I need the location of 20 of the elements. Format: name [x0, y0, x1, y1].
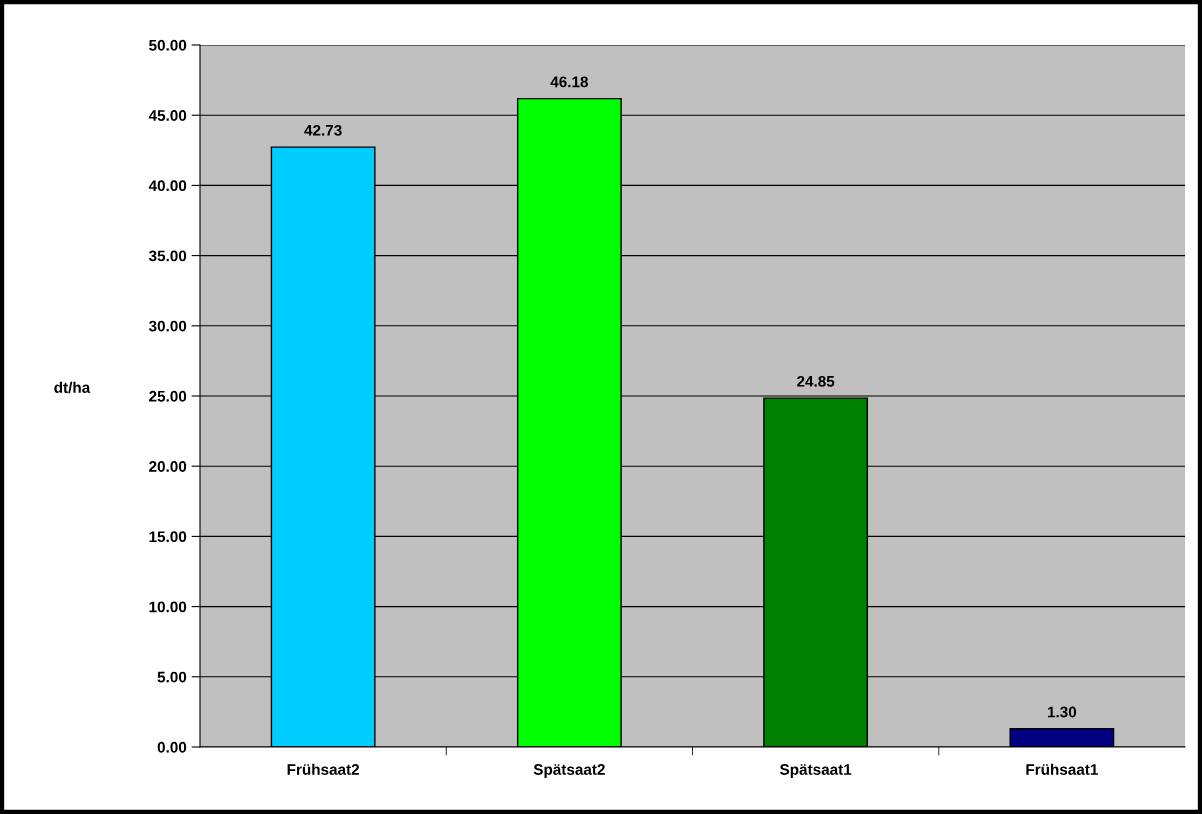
x-tick-label: Spätsaat2	[533, 764, 605, 778]
y-axis-title: dt/ha	[54, 381, 91, 394]
y-tick-label: 25.00	[149, 390, 187, 402]
x-tick-label: Frühsaat2	[287, 763, 360, 775]
data-label: 42.73	[304, 124, 342, 136]
y-tick-label: 40.00	[148, 180, 187, 192]
data-label: 1.30	[1047, 706, 1077, 718]
y-tick-label: 30.00	[148, 320, 187, 332]
y-tick-label: 10.00	[149, 601, 187, 613]
data-label: 46.18	[550, 76, 589, 88]
x-tick-label: Spätsaat1	[779, 764, 852, 778]
y-tick-label: 20.00	[149, 461, 187, 472]
y-tick-label: 0.00	[157, 741, 187, 753]
y-tick-label: 5.00	[157, 671, 187, 683]
y-tick-label: 50.00	[149, 39, 187, 51]
y-tick-label: 15.00	[149, 531, 187, 543]
y-tick-label: 45.00	[148, 110, 187, 121]
x-tick-label: Frühsaat1	[1026, 763, 1098, 775]
y-tick-label: 35.00	[148, 250, 187, 262]
data-label: 24.85	[797, 375, 835, 387]
